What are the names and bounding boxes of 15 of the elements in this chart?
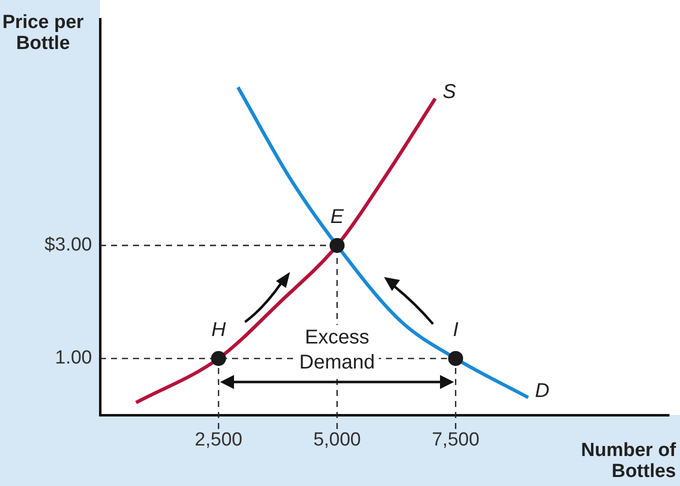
x-tick-label: 5,000 bbox=[313, 430, 361, 451]
y-tick-label: 1.00 bbox=[55, 348, 92, 369]
series-label: S bbox=[442, 81, 457, 104]
series-label: D bbox=[534, 380, 550, 402]
annotation: I bbox=[452, 319, 459, 342]
line-series bbox=[236, 85, 530, 400]
x-tick-label: 7,500 bbox=[432, 430, 480, 451]
annotation: E bbox=[330, 206, 344, 228]
annotation: H bbox=[211, 319, 226, 342]
x-tick-label: 2,500 bbox=[194, 430, 242, 451]
line-series bbox=[134, 96, 437, 404]
x-axis-title: Number of Bottles bbox=[580, 440, 676, 482]
y-tick-label: $3.00 bbox=[44, 234, 92, 256]
y-axis-title: Price per Bottle bbox=[1, 12, 85, 54]
annotation: Excess Demand bbox=[299, 326, 375, 374]
